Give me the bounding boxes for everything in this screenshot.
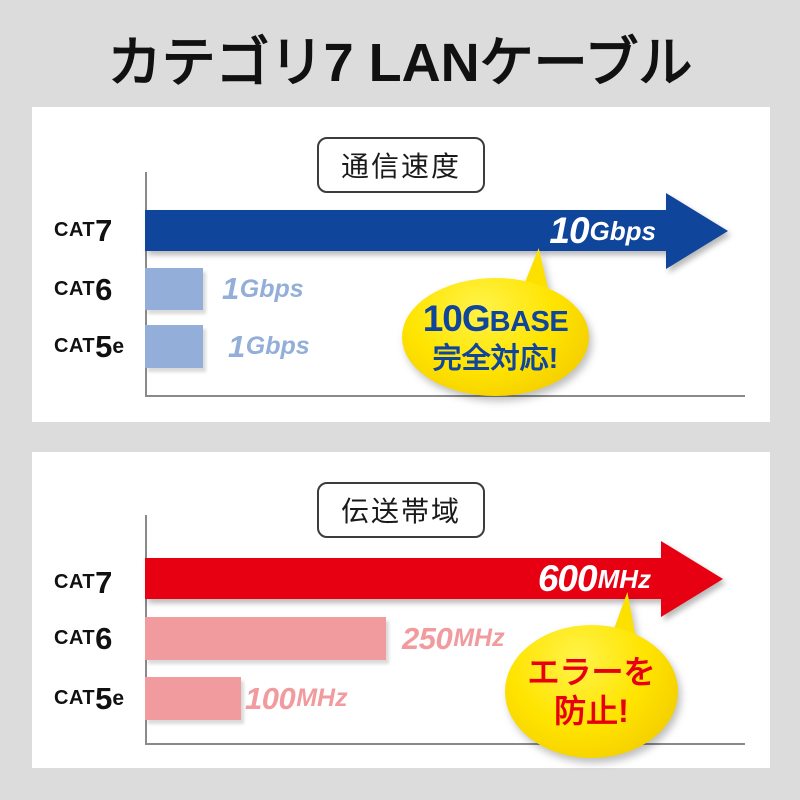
callout-line1: エラーを — [527, 654, 656, 691]
bandwidth-cat5e-label: CAT 5 e — [54, 681, 125, 716]
speed-chart-panel: 通信速度 CAT 7 CAT 6 CAT 5 e 10 Gbps 1 Gbps 1 Gbps — [32, 107, 770, 422]
speed-callout-text: 10GBASE 完全対応! — [402, 278, 589, 396]
speed-cat5e-value: 1 Gbps — [228, 328, 310, 364]
speed-cat6-label: CAT 6 — [54, 271, 113, 307]
speed-cat7-value: 10 Gbps — [549, 210, 656, 251]
arrow-shaft — [145, 558, 662, 599]
speed-cat7-label: CAT 7 — [54, 213, 113, 248]
page-title: カテゴリ7 LANケーブル — [107, 33, 693, 93]
bandwidth-chart-title-box: 伝送帯域 — [316, 482, 486, 538]
arrow-head-icon — [666, 193, 728, 269]
bandwidth-x-axis — [145, 743, 745, 745]
bandwidth-cat5e-value: 100 MHz — [245, 680, 348, 716]
speed-chart-title-box: 通信速度 — [316, 137, 486, 193]
bandwidth-cat7-arrow-bar: 600 MHz — [145, 541, 723, 617]
bandwidth-callout-bubble: エラーを 防止! — [505, 592, 678, 758]
bandwidth-cat6-value: 250 MHz — [402, 620, 505, 656]
arrow-shaft — [145, 210, 667, 251]
bandwidth-callout-text: エラーを 防止! — [505, 625, 678, 758]
callout-line1: 10GBASE — [422, 298, 569, 340]
speed-cat6-value: 1 Gbps — [222, 271, 304, 306]
speed-cat5e-bar — [145, 325, 203, 368]
bubble-body — [402, 278, 589, 396]
callout-line2: 防止! — [554, 692, 629, 729]
bandwidth-chart-panel: 伝送帯域 CAT 7 CAT 6 CAT 5 e 600 MHz 250 MHz 100 MH… — [32, 452, 770, 768]
bandwidth-cat6-label: CAT 6 — [54, 621, 113, 656]
callout-line2: 完全対応! — [432, 342, 559, 375]
bandwidth-cat6-bar — [145, 617, 386, 660]
arrow-head-icon — [661, 541, 723, 617]
speed-cat7-arrow-bar: 10 Gbps — [145, 193, 728, 269]
bandwidth-cat5e-bar — [145, 677, 241, 720]
speed-cat6-bar — [145, 268, 203, 310]
speed-x-axis — [145, 395, 745, 397]
speed-chart-title: 通信速度 — [340, 151, 462, 182]
bubble-body — [505, 625, 678, 758]
bandwidth-chart-title: 伝送帯域 — [340, 496, 462, 527]
speed-cat5e-label: CAT 5 e — [54, 329, 125, 364]
bandwidth-cat7-label: CAT 7 — [54, 565, 113, 600]
speed-callout-bubble: 10GBASE 完全対応! — [402, 248, 589, 396]
bandwidth-cat7-value: 600 MHz — [537, 558, 651, 599]
